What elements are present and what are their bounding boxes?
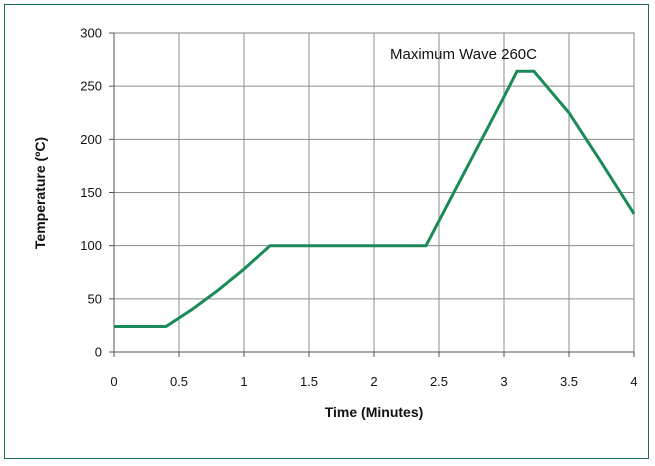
y-tick-label: 250 bbox=[80, 79, 102, 94]
y-tick-label: 150 bbox=[80, 185, 102, 200]
y-tick-label: 50 bbox=[88, 291, 102, 306]
max-wave-annotation: Maximum Wave 260C bbox=[390, 46, 537, 63]
x-tick-label: 3 bbox=[500, 374, 507, 389]
x-tick-label: 2.5 bbox=[430, 374, 448, 389]
x-tick-label: 1 bbox=[240, 374, 247, 389]
x-axis-title: Time (Minutes) bbox=[325, 404, 424, 420]
y-axis-title: Temperature (ºC) bbox=[32, 137, 48, 249]
y-tick-label: 0 bbox=[95, 345, 102, 360]
y-tick-label: 300 bbox=[80, 26, 102, 41]
y-tick-label: 100 bbox=[80, 238, 102, 253]
x-tick-label: 0 bbox=[110, 374, 117, 389]
x-tick-label: 4 bbox=[630, 374, 637, 389]
x-tick-labels: 0 0.5 1 1.5 2 2.5 3 3.5 4 bbox=[110, 374, 637, 389]
x-tick-label: 0.5 bbox=[170, 374, 188, 389]
temperature-series-line bbox=[114, 69, 636, 328]
y-tick-label: 200 bbox=[80, 132, 102, 147]
x-tick-label: 3.5 bbox=[560, 374, 578, 389]
series-group bbox=[114, 69, 636, 328]
x-tick-label: 1.5 bbox=[300, 374, 318, 389]
y-tick-labels: 0 50 100 150 200 250 300 bbox=[80, 26, 102, 360]
axes bbox=[109, 32, 635, 357]
x-tick-label: 2 bbox=[370, 374, 377, 389]
grid bbox=[114, 33, 634, 352]
